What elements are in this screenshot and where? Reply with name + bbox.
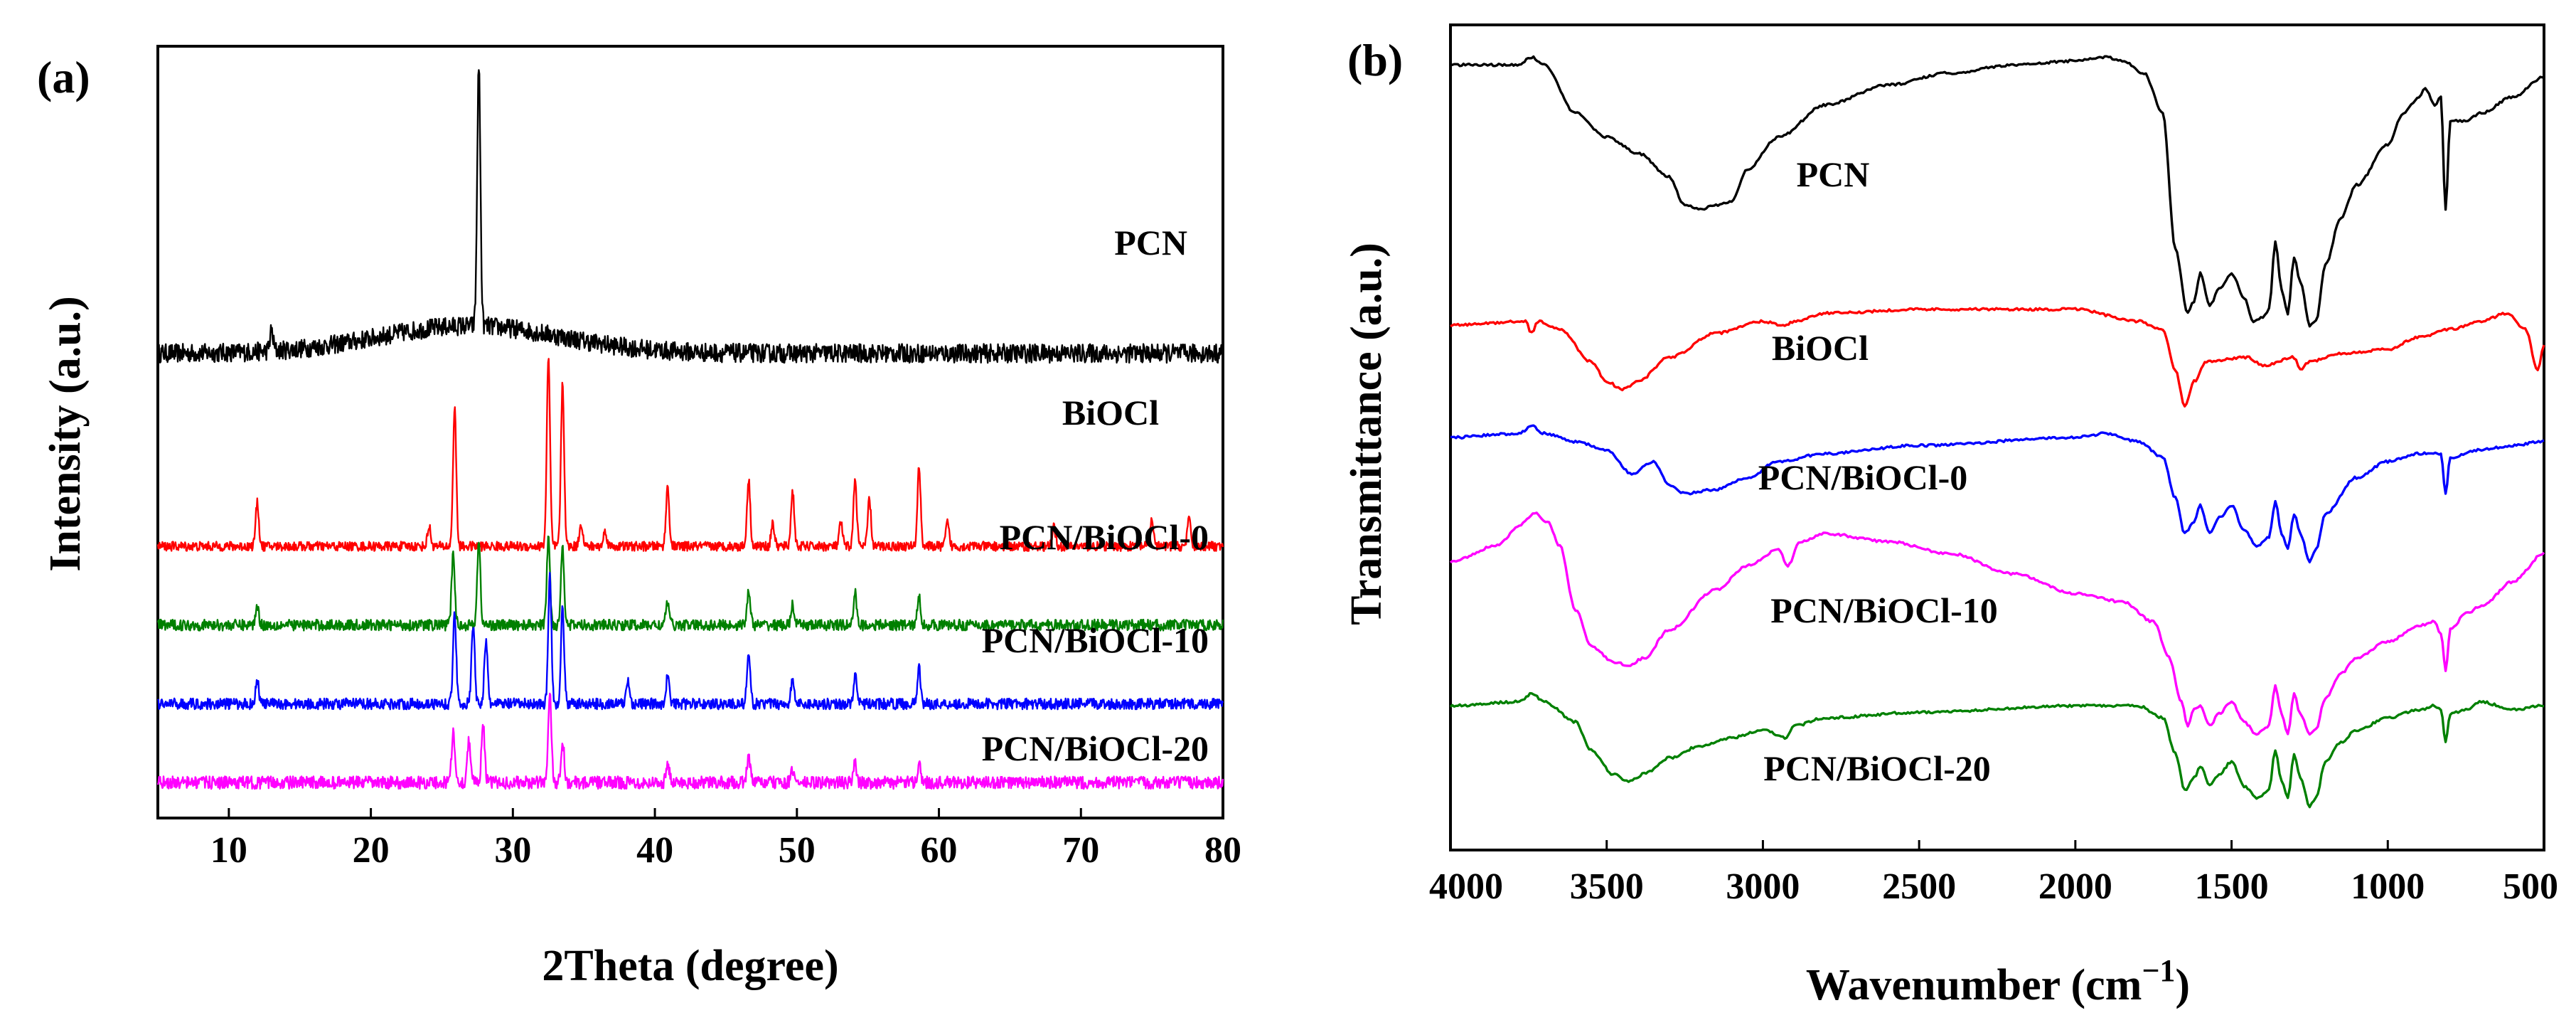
series-label-b-biocl: BiOCl: [1772, 328, 1869, 368]
series-label-a-pcn: PCN: [1114, 223, 1187, 262]
series-line-a-biocl: [156, 358, 1224, 552]
panel-a-label: (a): [37, 52, 90, 102]
plot-a-frame: [156, 45, 1224, 819]
series-line-b-pcn-biocl-0: [1450, 424, 2545, 563]
y-axis-title-b: Transmittance (a.u.): [1342, 243, 1391, 625]
series-label-b-pcn-biocl-20: PCN/BiOCl-20: [1763, 748, 1990, 788]
series-line-b-pcn-biocl-20: [1449, 691, 2545, 809]
series-group-a: [156, 69, 1224, 790]
series-line-b-pcn-biocl-10: [1449, 511, 2545, 736]
x-axis-title-b: Wavenumber (cm−1): [1806, 953, 2190, 1009]
x-tick-label-b: 1000: [2351, 866, 2425, 907]
x-tick-label-a: 60: [921, 830, 958, 871]
series-label-a-biocl: BiOCl: [1062, 393, 1159, 432]
x-tick-label-b: 1500: [2195, 866, 2269, 907]
x-tick-label-b: 500: [2503, 866, 2558, 907]
x-tick-label-a: 70: [1062, 830, 1099, 871]
x-tick-label-a: 50: [779, 830, 816, 871]
x-tick-label-a: 80: [1204, 830, 1241, 871]
x-tick-label-b: 2000: [2038, 866, 2112, 907]
series-line-a-pcn-biocl-0: [156, 535, 1224, 632]
x-tick-label-a: 10: [210, 830, 247, 871]
series-label-a-pcn-biocl-0: PCN/BiOCl-0: [1000, 517, 1209, 557]
x-tick-label-b: 2500: [1882, 866, 1956, 907]
x-axis-ticks-b: 4000 3500 3000 2500 2000 1500 1000 500: [1429, 840, 2558, 907]
series-labels-b: PCN BiOCl PCN/BiOCl-0 PCN/BiOCl-10 PCN/BiOCl…: [1758, 154, 1998, 788]
x-tick-label-b: 3000: [1726, 866, 1800, 907]
series-line-b-pcn: [1450, 55, 2545, 328]
series-label-a-pcn-biocl-20: PCN/BiOCl-20: [982, 728, 1209, 768]
series-label-b-pcn-biocl-0: PCN/BiOCl-0: [1758, 457, 1967, 497]
x-tick-label-b: 4000: [1429, 866, 1503, 907]
series-line-b-biocl: [1450, 307, 2545, 408]
series-line-a-pcn: [156, 69, 1224, 364]
panel-b-label: (b): [1347, 35, 1403, 85]
panel-a: (a) 10 20 30 40 50 60 70 80 PCN BiOCl PCN/BiOCl-0…: [37, 45, 1241, 990]
series-label-b-pcn-biocl-10: PCN/BiOCl-10: [1770, 590, 1997, 630]
series-labels-a: PCN BiOCl PCN/BiOCl-0 PCN/BiOCl-10 PCN/BiOCl…: [982, 223, 1209, 768]
series-label-b-pcn: PCN: [1797, 154, 1870, 194]
x-tick-label-a: 30: [494, 830, 531, 871]
series-group-b: [1449, 55, 2545, 809]
x-tick-label-a: 40: [636, 830, 673, 871]
panel-b: (b) 4000 3500 3000 2500 2000 1500 1000 500 PCN B…: [1342, 23, 2558, 1009]
x-axis-ticks-a: 10 20 30 40 50 60 70 80: [210, 808, 1241, 871]
y-axis-title-a: Intensity (a.u.): [41, 296, 90, 572]
series-line-a-pcn-biocl-10: [157, 571, 1224, 711]
x-axis-title-a: 2Theta (degree): [542, 942, 838, 990]
x-tick-label-a: 20: [353, 830, 390, 871]
x-tick-label-b: 3500: [1570, 866, 1644, 907]
series-label-a-pcn-biocl-10: PCN/BiOCl-10: [982, 620, 1209, 660]
series-line-a-pcn-biocl-20: [156, 692, 1224, 790]
